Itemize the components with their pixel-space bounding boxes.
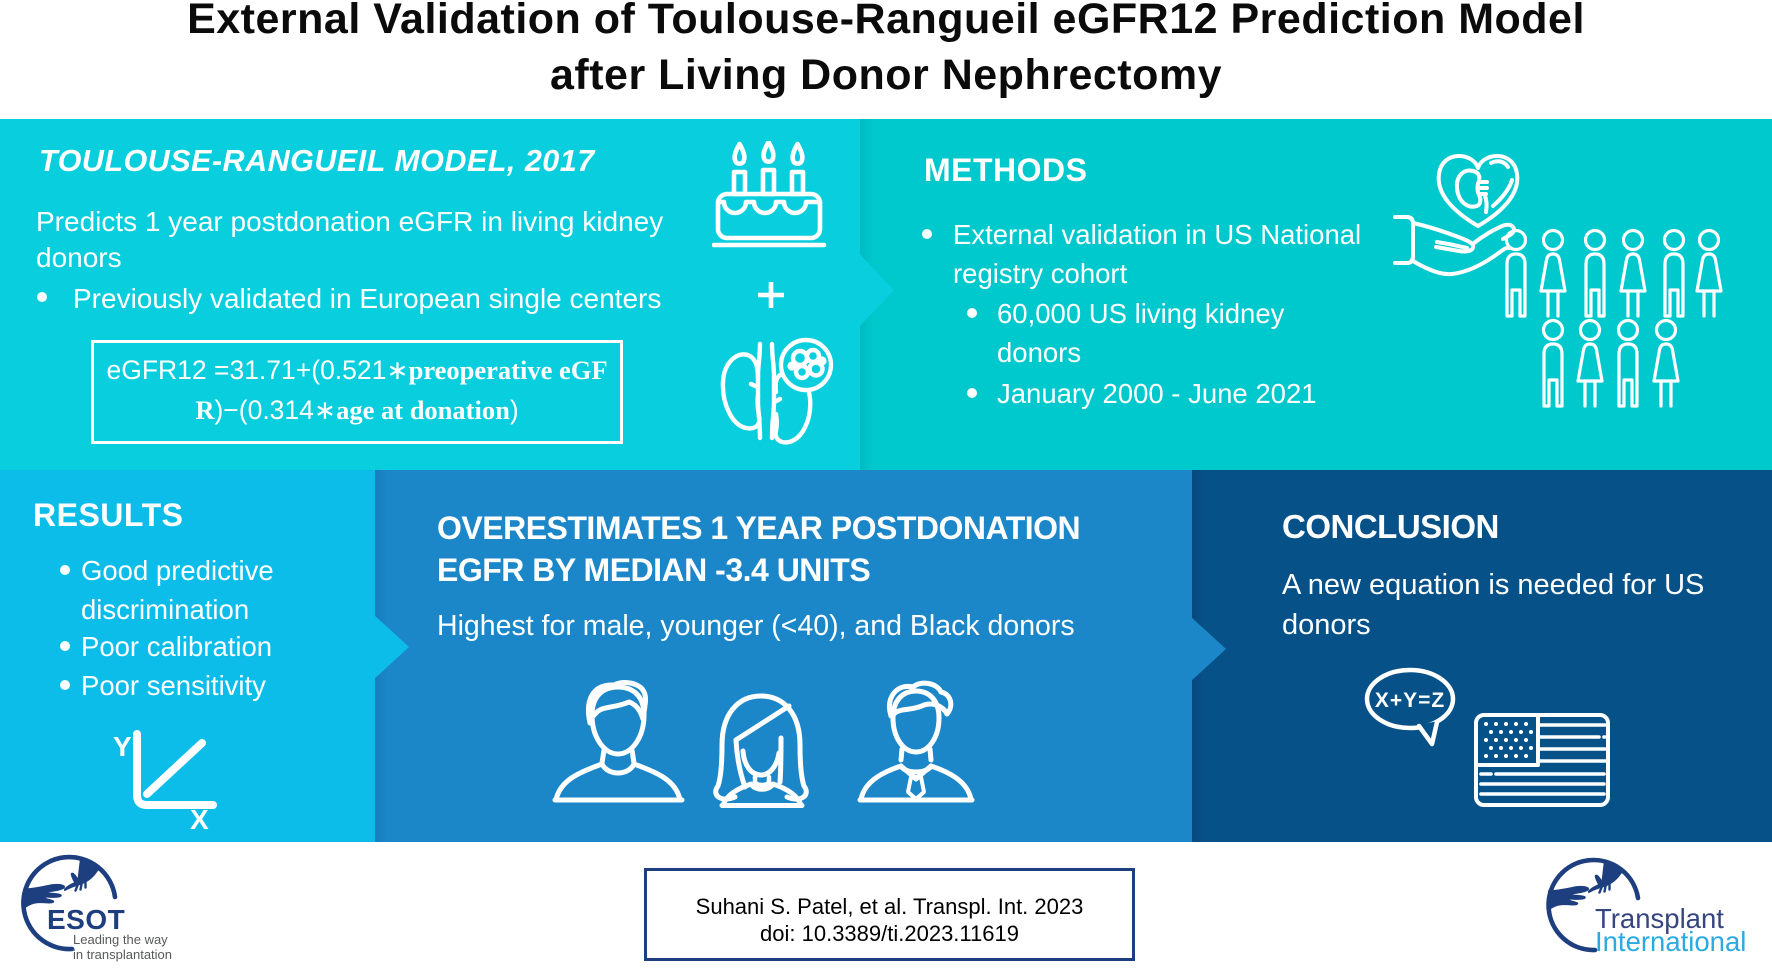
svg-text:in transplantation: in transplantation: [73, 947, 172, 962]
svg-text:X+Y=Z: X+Y=Z: [1375, 689, 1445, 712]
svg-text:Y: Y: [113, 731, 132, 762]
svg-text:Transplant: Transplant: [1595, 903, 1724, 934]
svg-text:Leading the way: Leading the way: [73, 932, 168, 947]
svg-text:X: X: [190, 804, 209, 830]
svg-text:International: International: [1595, 926, 1746, 957]
svg-text:ESOT: ESOT: [47, 904, 125, 935]
